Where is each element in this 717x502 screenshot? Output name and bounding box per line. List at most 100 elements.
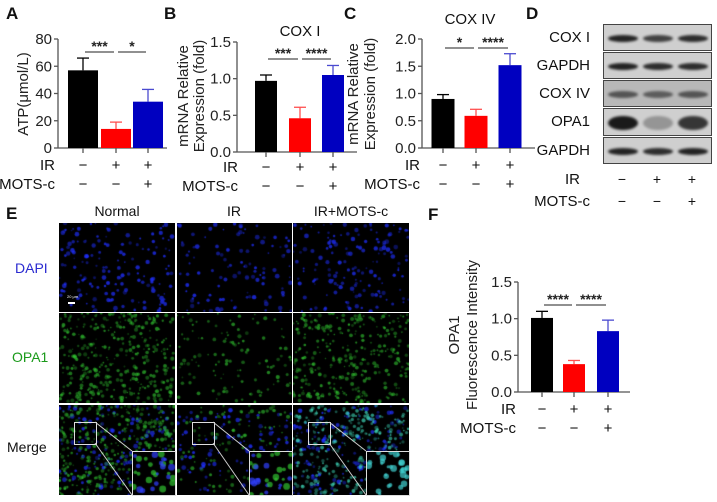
blot-strip-gapdh — [603, 137, 712, 164]
chart-c-significance-stars: * — [457, 34, 463, 50]
chart-a-condition-label: IR — [40, 157, 55, 174]
chart-c-condition-label: IR — [405, 157, 420, 174]
chart-c-y-tick-label: 0.5 — [395, 113, 416, 130]
chart-a-condition-sign: − — [79, 176, 88, 193]
zoom-inset-image — [367, 452, 409, 495]
blot-band — [678, 35, 708, 42]
zoom-region-box — [308, 422, 331, 445]
blot-band — [608, 116, 638, 130]
micrograph-image — [293, 223, 409, 312]
chart-a-condition-label: MOTS-c — [0, 176, 55, 193]
chart-b-y-axis-label: Expression (fold) — [191, 40, 208, 153]
chart-b-condition-sign: + — [296, 159, 305, 176]
chart-a-significance-stars: *** — [91, 38, 108, 54]
zoom-region-box — [192, 422, 215, 445]
chart-f-condition-label: MOTS-c — [460, 420, 516, 437]
micrograph-opa1-0 — [59, 313, 175, 403]
chart-c-condition-sign: + — [506, 157, 515, 174]
chart-b-condition-sign: + — [329, 178, 338, 195]
chart-f-y-tick-label: 1.5 — [491, 274, 512, 291]
micrograph-image — [59, 223, 175, 312]
blot-condition-sign: + — [652, 171, 662, 187]
blot-band — [643, 35, 673, 42]
blot-strip-cox-iv — [603, 80, 712, 107]
chart-a-y-tick-label: 0 — [44, 140, 52, 157]
chart-f-y-tick-label: 0.0 — [491, 384, 512, 401]
blot-condition-sign: − — [617, 193, 627, 209]
blot-band — [608, 148, 638, 155]
panel-label-c: C — [344, 4, 357, 23]
chart-a-bar-2 — [133, 101, 163, 148]
chart-c-y-tick-label: 1.0 — [395, 86, 416, 103]
blot-band — [608, 63, 638, 70]
chart-a-bar-0 — [68, 70, 98, 148]
chart-b-title: COX I — [280, 23, 321, 40]
blot-band — [643, 63, 673, 70]
chart-c-bar-0 — [431, 98, 455, 148]
blot-condition-label: IR — [565, 171, 580, 188]
chart-f-y-axis-label: OPA1 — [446, 316, 463, 355]
zoom-inset — [132, 451, 176, 496]
blot-row-label: GAPDH — [536, 56, 590, 74]
micrograph-image — [293, 313, 409, 403]
chart-a-condition-sign: − — [79, 157, 88, 174]
chart-c-condition-sign: − — [472, 176, 481, 193]
chart-c-condition-sign: + — [472, 157, 481, 174]
blot-row-label: GAPDH — [536, 141, 590, 159]
blot-row-label: COX I — [549, 28, 590, 46]
chart-a-y-tick-label: 60 — [35, 58, 52, 75]
panel-label-d: D — [526, 4, 539, 23]
chart-c-y-tick-label: 2.0 — [395, 31, 416, 48]
blot-condition-sign: + — [687, 193, 697, 209]
panel-label-f: F — [428, 205, 439, 224]
panel-label-a: A — [6, 4, 19, 23]
chart-b-condition-sign: + — [329, 159, 338, 176]
panel-label-e: E — [6, 204, 18, 223]
chart-b-significance-stars: *** — [275, 45, 292, 61]
blot-band — [678, 116, 708, 130]
chart-b-condition-label: MOTS-c — [182, 178, 238, 195]
chart-a-y-tick-label: 20 — [35, 113, 52, 130]
blot-strip-cox-i — [603, 24, 712, 51]
blot-band — [678, 91, 708, 98]
row-label-dapi: DAPI — [15, 260, 48, 276]
chart-c-condition-sign: − — [439, 176, 448, 193]
blot-condition-sign: + — [687, 171, 697, 187]
chart-c-condition-label: MOTS-c — [364, 176, 420, 193]
chart-a-condition-sign: + — [112, 157, 121, 174]
zoom-inset — [366, 451, 410, 496]
chart-c-condition-sign: + — [506, 176, 515, 193]
chart-f-condition-sign: − — [538, 420, 547, 437]
chart-c-title: COX IV — [445, 11, 496, 28]
chart-f-y-tick-label: 1.0 — [491, 311, 512, 328]
micrograph-opa1-2 — [293, 313, 409, 403]
zoom-inset — [249, 451, 293, 496]
chart-b-significance-stars: **** — [306, 45, 328, 61]
chart-b-y-tick-label: 0.0 — [210, 144, 231, 161]
chart-f-significance-stars: **** — [580, 291, 602, 307]
blot-band — [643, 148, 673, 155]
scale-bar-label: 20 μm — [67, 294, 79, 299]
chart-c-significance-stars: **** — [482, 34, 504, 50]
chart-f-significance-stars: **** — [547, 291, 569, 307]
chart-a-y-tick-label: 40 — [35, 86, 52, 103]
chart-c-y-axis-label: Expression (fold) — [362, 38, 379, 151]
blot-band — [608, 91, 638, 98]
blot-band — [643, 91, 673, 98]
chart-b-y-axis-label: mRNA Relative — [175, 45, 192, 147]
chart-b-condition-sign: − — [262, 159, 271, 176]
chart-c-condition-sign: − — [439, 157, 448, 174]
blot-band — [678, 63, 708, 70]
chart-b-condition-label: IR — [223, 159, 238, 176]
micrograph-dapi-1 — [177, 223, 292, 312]
chart-f-y-tick-label: 0.5 — [491, 347, 512, 364]
micrograph-image — [177, 223, 292, 312]
blot-strip-gapdh — [603, 52, 712, 79]
micrograph-image — [59, 313, 175, 403]
blot-condition-sign: − — [617, 171, 627, 187]
column-header-normal: Normal — [94, 203, 140, 219]
chart-c-y-tick-label: 0.0 — [395, 140, 416, 157]
column-header-ir: IR — [227, 203, 241, 219]
chart-b-bar-2 — [322, 75, 344, 152]
chart-c-y-axis-label: mRNA Relative — [345, 43, 362, 145]
